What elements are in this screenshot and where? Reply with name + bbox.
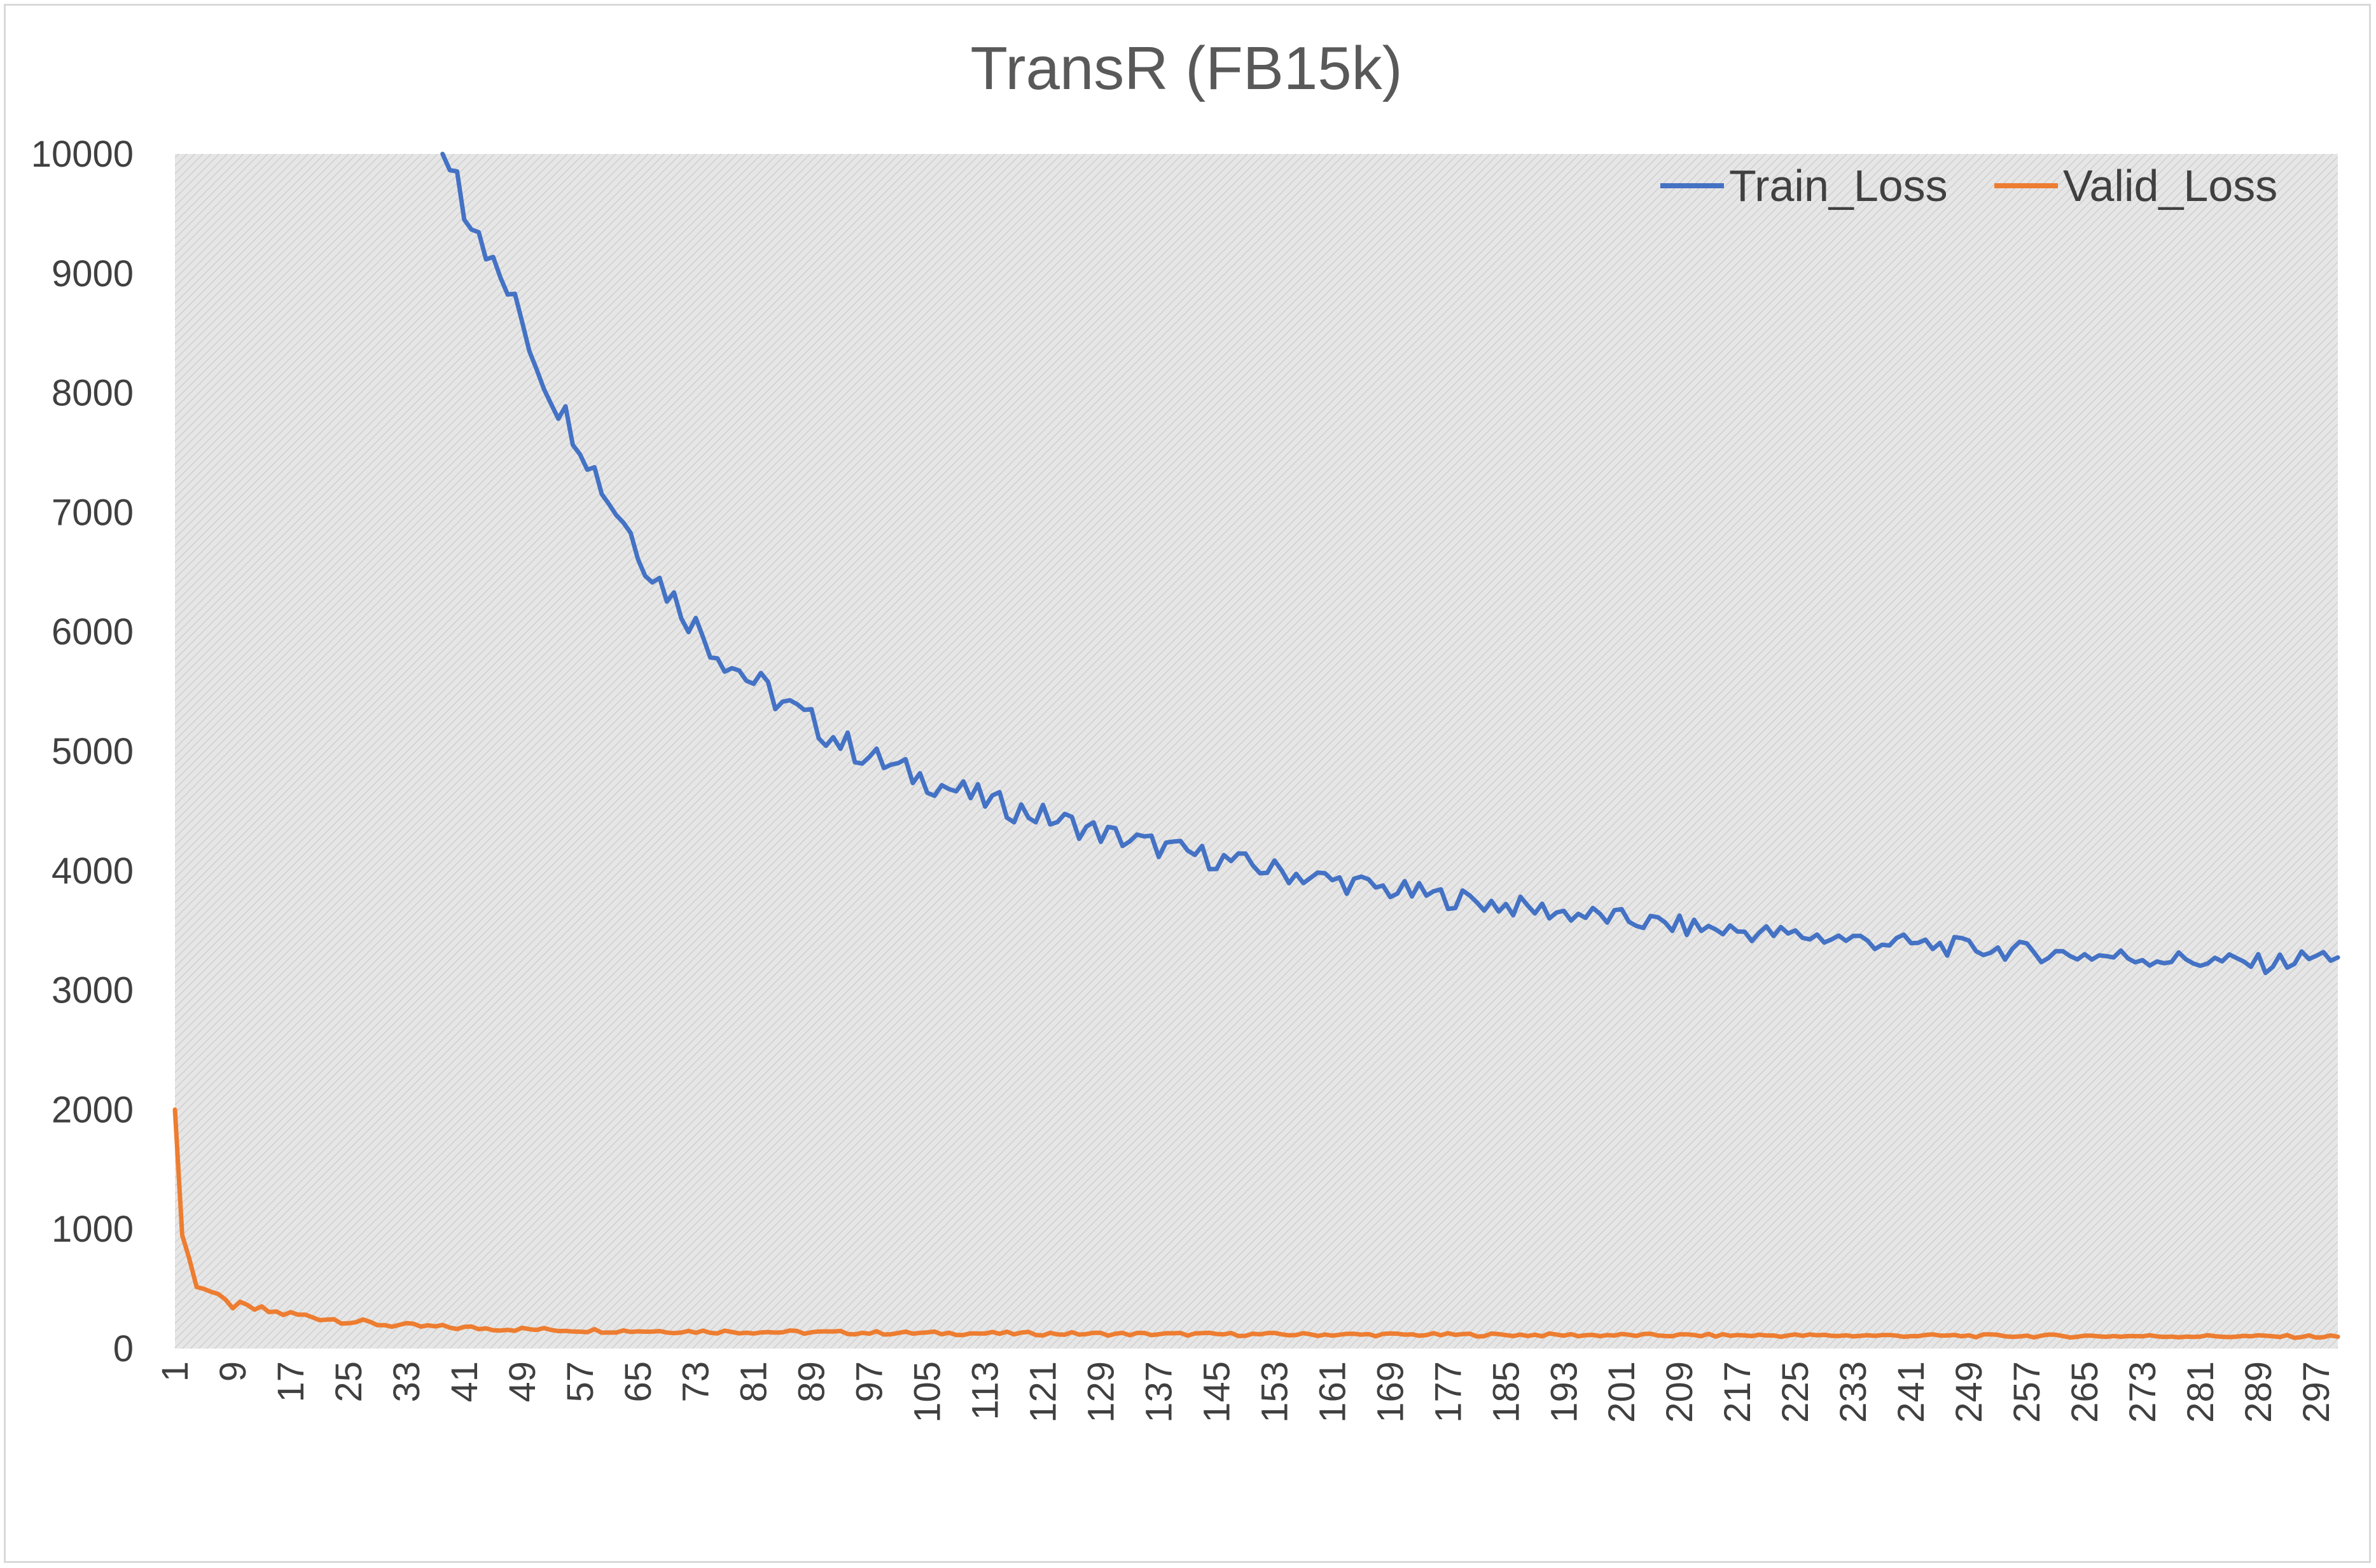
y-tick-label: 7000 — [52, 492, 134, 533]
y-tick-label: 2000 — [52, 1089, 134, 1130]
x-tick-label: 209 — [1659, 1361, 1700, 1423]
series-line-train-loss — [440, 151, 2340, 975]
x-tick-label: 81 — [733, 1361, 775, 1403]
x-tick-label: 201 — [1601, 1361, 1643, 1423]
x-tick-label: 297 — [2296, 1361, 2337, 1423]
x-tick-label: 121 — [1023, 1361, 1064, 1423]
x-tick-label: 105 — [907, 1361, 948, 1423]
chart-title: TransR (FB15k) — [970, 34, 1402, 102]
y-tick-label: 0 — [113, 1328, 134, 1370]
x-tick-label: 281 — [2180, 1361, 2221, 1423]
x-tick-label: 289 — [2238, 1361, 2279, 1423]
x-tick-label: 153 — [1254, 1361, 1295, 1423]
series-line-valid-loss — [172, 1107, 2340, 1340]
x-tick-label: 265 — [2064, 1361, 2106, 1423]
x-tick-label: 161 — [1312, 1361, 1353, 1423]
x-tick-label: 145 — [1196, 1361, 1237, 1423]
x-tick-label: 73 — [676, 1361, 717, 1403]
x-tick-label: 193 — [1543, 1361, 1585, 1423]
legend-label: Train_Loss — [1729, 161, 1948, 211]
x-axis: 1 9 17 25 33 41 49 57 65 73 81 89 97 105 113 121 129 137 1… — [155, 1361, 2337, 1423]
x-tick-label: 1 — [155, 1361, 196, 1382]
x-tick-label: 249 — [1949, 1361, 1990, 1423]
x-tick-label: 169 — [1370, 1361, 1411, 1423]
x-tick-label: 177 — [1428, 1361, 1469, 1423]
x-tick-label: 17 — [270, 1361, 312, 1403]
y-tick-label: 4000 — [52, 850, 134, 892]
series-group — [172, 151, 2340, 1340]
y-tick-label: 10000 — [31, 134, 134, 175]
y-tick-label: 6000 — [52, 611, 134, 653]
y-tick-label: 1000 — [52, 1209, 134, 1250]
y-tick-label: 8000 — [52, 373, 134, 414]
x-tick-label: 9 — [212, 1361, 254, 1382]
x-tick-label: 57 — [560, 1361, 601, 1403]
x-tick-label: 257 — [2006, 1361, 2048, 1423]
x-tick-label: 89 — [791, 1361, 833, 1403]
x-tick-label: 113 — [965, 1361, 1006, 1420]
x-tick-label: 137 — [1138, 1361, 1179, 1423]
x-tick-label: 185 — [1485, 1361, 1527, 1423]
x-tick-label: 225 — [1775, 1361, 1816, 1423]
y-tick-label: 5000 — [52, 731, 134, 772]
x-tick-label: 25 — [328, 1361, 370, 1403]
x-tick-label: 33 — [386, 1361, 427, 1403]
x-tick-label: 129 — [1081, 1361, 1122, 1423]
x-tick-label: 233 — [1833, 1361, 1874, 1423]
x-tick-label: 273 — [2122, 1361, 2164, 1423]
legend: Train_Loss Valid_Loss — [1660, 161, 2277, 211]
x-tick-label: 41 — [444, 1361, 485, 1403]
x-tick-label: 241 — [1891, 1361, 1932, 1423]
plot-area — [175, 154, 2338, 1349]
x-tick-label: 217 — [1717, 1361, 1758, 1423]
x-tick-label: 97 — [849, 1361, 891, 1403]
legend-label: Valid_Loss — [2063, 161, 2277, 211]
x-tick-label: 65 — [618, 1361, 659, 1403]
x-tick-label: 49 — [502, 1361, 543, 1403]
y-axis: 0 1000 2000 3000 4000 5000 6000 7000 8000 9000 100… — [31, 134, 134, 1370]
y-tick-label: 9000 — [52, 253, 134, 295]
y-tick-label: 3000 — [52, 970, 134, 1011]
